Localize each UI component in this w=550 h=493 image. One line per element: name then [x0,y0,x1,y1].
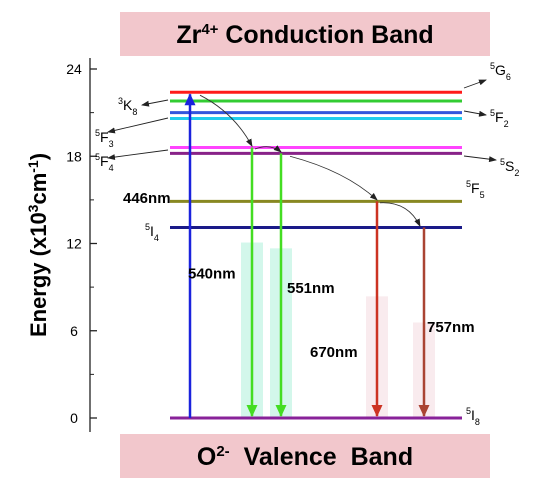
transitions: 446nm 540nm 551nm 670nm 757nm [123,93,475,418]
level-label-5G6: 5G6 [490,61,511,82]
level-pointer-5G6 [463,79,487,89]
level-pointer-5F3 [107,117,169,134]
axis-tick-label: 24 [66,61,82,77]
energy-axis-label: Energy (x103cm-1) [25,153,51,337]
axis-tick-label: 0 [70,410,78,426]
level-label-5I4: 5I4 [145,222,159,243]
transition-label-757nm: 757nm [427,319,475,336]
level-label-5F5: 5F5 [466,179,485,200]
transition-label-540nm: 540nm [188,265,236,282]
energy-axis: 0 6 12 18 24 [66,58,97,432]
level-label-5S2: 5S2 [500,157,519,178]
axis-tick-label: 12 [66,236,82,252]
emission-glows [241,242,435,418]
nonradiative-relaxations [199,94,421,227]
axis-tick-label: 6 [70,323,78,339]
level-label-3K8: 3K8 [118,96,137,117]
level-pointer-5F2 [463,110,487,117]
conduction-band-label: Zr4+ Conduction Band [176,21,433,49]
level-pointer-5S2 [463,155,497,163]
relaxation-curve [379,202,421,227]
level-labels: 5G6 3K8 5F2 5F3 5F4 5S2 5F5 5I4 5I8 [95,61,519,427]
level-label-5I8: 5I8 [466,406,480,427]
valence-band [120,434,490,478]
level-label-5F3: 5F3 [95,128,114,149]
energy-levels [170,90,462,420]
valence-band-label: O2- Valence Band [197,443,413,471]
conduction-band [120,12,490,56]
transition-label-670nm: 670nm [310,344,358,361]
level-pointer-3K8 [141,99,169,107]
level-pointer-5F4 [107,149,169,161]
level-label-5F4: 5F4 [95,152,114,173]
transition-label-551nm: 551nm [287,280,335,297]
relaxation-curve [254,145,282,153]
axis-tick-label: 18 [66,148,82,164]
relaxation-curve [289,155,378,201]
transition-label-446nm: 446nm [123,190,171,207]
level-label-5F2: 5F2 [490,108,509,129]
relaxation-curve [199,94,253,147]
